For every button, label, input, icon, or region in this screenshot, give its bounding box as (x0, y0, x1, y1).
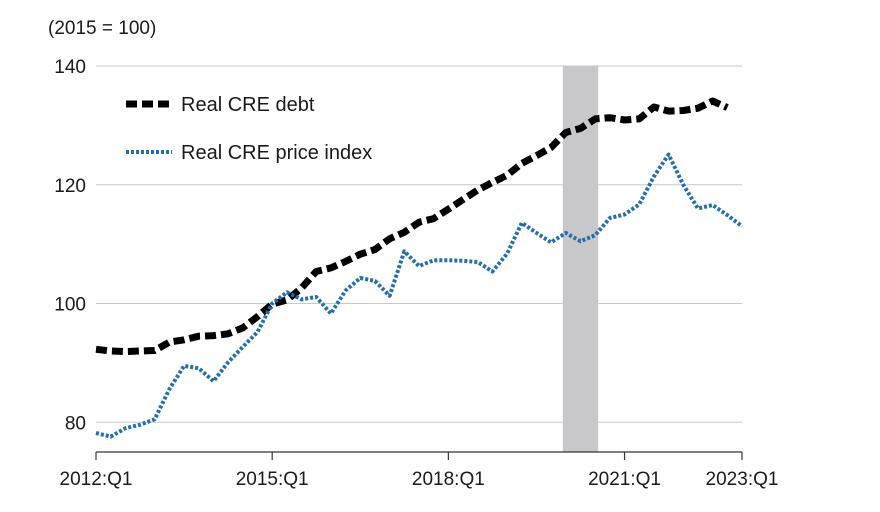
x-tick-label: 2021:Q1 (588, 469, 661, 490)
series-line-real-cre-price-index (95, 152, 744, 439)
series-line-real-cre-debt (95, 97, 729, 356)
y-tick-label-120: 120 (54, 176, 86, 197)
y-tick-label-80: 80 (65, 413, 86, 434)
legend-label-real-cre-price-index: Real CRE price index (181, 142, 372, 164)
y-axis-unit-label: (2015 = 100) (48, 18, 157, 39)
y-tick-label-100: 100 (54, 295, 86, 316)
x-tick-label: 2015:Q1 (236, 469, 309, 490)
x-tick-label: 2023:Q1 (706, 469, 779, 490)
x-tick-label: 2012:Q1 (60, 469, 133, 490)
legend-label-real-cre-debt: Real CRE debt (181, 94, 315, 116)
y-tick-label-140: 140 (54, 57, 86, 78)
x-tick-label: 2018:Q1 (412, 469, 485, 490)
